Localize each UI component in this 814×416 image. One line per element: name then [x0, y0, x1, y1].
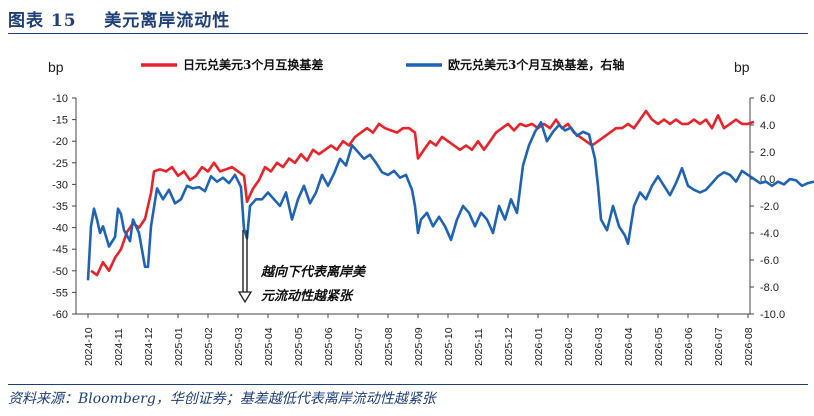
right-tick-label: -10.0	[760, 309, 785, 321]
left-axis-unit: bp	[48, 59, 64, 75]
left-tick-label: -60	[52, 309, 68, 321]
legend-label-jpy: 日元兑美元3个月互换基差	[183, 57, 323, 72]
right-tick-label: 6.0	[760, 93, 775, 105]
right-tick-label: 2.0	[760, 147, 775, 159]
chart-series-lines	[86, 109, 814, 281]
chart-legend: 日元兑美元3个月互换基差 欧元兑美元3个月互换基差，右轴	[141, 57, 624, 72]
x-tick-label: 2025-03	[233, 327, 245, 366]
x-tick-label: 2025-06	[323, 327, 335, 366]
x-tick-label: 2025-09	[413, 327, 425, 366]
annotation-text-line2: 元流动性越紧张	[261, 288, 354, 304]
footer-divider	[8, 384, 808, 385]
x-tick-label: 2025-08	[383, 327, 395, 366]
right-tick-label: -6.0	[760, 255, 779, 267]
x-tick-label: 2026-01	[533, 327, 545, 366]
right-tick-label: 4.0	[760, 120, 775, 132]
x-tick-label: 2025-12	[503, 327, 515, 366]
right-tick-label: -2.0	[760, 201, 779, 213]
x-tick-label: 2026-04	[623, 327, 635, 366]
annotation-arrow-head	[237, 291, 253, 304]
annotation-text-line1: 越向下代表离岸美	[260, 264, 367, 280]
legend-label-eur: 欧元兑美元3个月互换基差，右轴	[448, 57, 624, 72]
x-tick-label: 2025-07	[353, 327, 365, 366]
x-tick-label: 2025-11	[473, 328, 485, 366]
right-axis-unit: bp	[734, 59, 750, 75]
figure-label: 图表 15	[8, 11, 77, 31]
x-tick-label: 2026-05	[653, 327, 665, 366]
series-line-eur	[86, 121, 814, 281]
right-tick-label: -8.0	[760, 282, 779, 294]
source-note: 资料来源：Bloomberg，华创证券；基差越低代表离岸流动性越紧张	[8, 391, 436, 407]
x-tick-label: 2025-10	[443, 327, 455, 366]
left-tick-label: -15	[52, 115, 68, 127]
x-tick-label: 2026-02	[563, 327, 575, 366]
left-tick-label: -50	[52, 266, 68, 278]
left-tick-label: -10	[52, 93, 68, 105]
series-line-jpy	[90, 109, 755, 277]
x-tick-label: 2025-05	[293, 327, 305, 366]
left-tick-label: -55	[52, 287, 68, 299]
left-tick-label: -20	[52, 136, 68, 148]
x-tick-label: 2024-11	[113, 328, 125, 366]
left-tick-label: -25	[52, 158, 68, 170]
x-tick-label: 2026-03	[593, 327, 605, 366]
x-tick-label: 2026-07	[713, 327, 725, 366]
x-tick-label: 2025-04	[263, 327, 275, 366]
x-tick-label: 2026-08	[743, 327, 755, 366]
x-tick-label: 2024-12	[143, 327, 155, 366]
figure-title: 图表 15 美元离岸流动性	[8, 6, 230, 31]
left-tick-label: -35	[52, 201, 68, 213]
title-divider	[8, 33, 808, 34]
right-tick-label: -4.0	[760, 228, 779, 240]
figure-name: 美元离岸流动性	[104, 11, 231, 31]
x-tick-label: 2024-10	[83, 327, 95, 366]
x-tick-label: 2026-06	[683, 327, 695, 366]
chart-axes: -10 -15 -20 -25 -30 -35 -40 -45 -50 -55 -60 6.0 4.0 2…	[48, 59, 785, 366]
left-tick-label: -45	[52, 244, 68, 256]
left-tick-label: -30	[52, 179, 68, 191]
x-tick-label: 2025-02	[203, 327, 215, 366]
left-tick-label: -40	[52, 223, 68, 235]
x-tick-label: 2025-01	[173, 327, 185, 366]
